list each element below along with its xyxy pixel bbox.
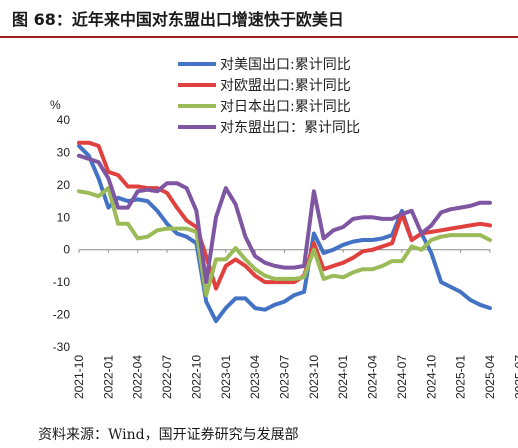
legend-label-4: 对东盟出口：累计同比 <box>220 120 360 136</box>
x-tick-label: 2024-07 <box>395 355 409 399</box>
y-tick-label: 20 <box>57 178 71 192</box>
y-tick-label: 40 <box>57 113 71 127</box>
chart-title: 图 68：近年来中国对东盟出口增速快于欧美日 <box>12 10 344 29</box>
x-tick-label: 2023-01 <box>219 355 233 399</box>
y-tick-label: -30 <box>53 340 71 354</box>
x-tick-label: 2022-07 <box>160 355 174 399</box>
chart-lines <box>77 140 492 324</box>
x-tick-label: 2024-01 <box>336 355 350 399</box>
series-line-4 <box>77 153 492 285</box>
x-tick-label: 2025-04 <box>483 355 497 399</box>
series-line-3 <box>77 186 492 298</box>
x-tick-label: 2021-10 <box>72 355 86 399</box>
x-tick-label: 2024-04 <box>366 355 380 399</box>
y-axis-label: % <box>50 98 61 112</box>
x-tick-label: 2025-01 <box>454 355 468 399</box>
y-tick-label: 0 <box>63 243 70 257</box>
x-tick-label: 2025-07 <box>512 355 518 399</box>
y-tick-label: 30 <box>57 145 71 159</box>
y-tick-label: -10 <box>53 275 71 289</box>
x-tick-label: 2022-04 <box>131 355 145 399</box>
source-note: 资料来源：Wind，国开证券研究与发展部 <box>38 427 299 443</box>
y-tick-label: 10 <box>57 210 71 224</box>
x-tick-label: 2023-10 <box>307 355 321 399</box>
x-tick-label: 2022-10 <box>189 355 203 399</box>
x-tick-label: 2024-10 <box>424 355 438 399</box>
x-tick-label: 2023-04 <box>248 355 262 399</box>
legend-label-2: 对欧盟出口:累计同比 <box>220 78 351 94</box>
x-tick-label: 2023-07 <box>278 355 292 399</box>
x-tick-label: 2022-01 <box>101 355 115 399</box>
y-tick-label: -20 <box>53 308 71 322</box>
legend-label-3: 对日本出口:累计同比 <box>220 99 351 115</box>
legend-label-1: 对美国出口:累计同比 <box>220 57 351 73</box>
title-bar: 图 68：近年来中国对东盟出口增速快于欧美日 <box>0 0 518 38</box>
chart-axes: % -30 -20 -10 0 10 20 30 40 2021-10 2022-01 2022-04… <box>50 98 518 399</box>
